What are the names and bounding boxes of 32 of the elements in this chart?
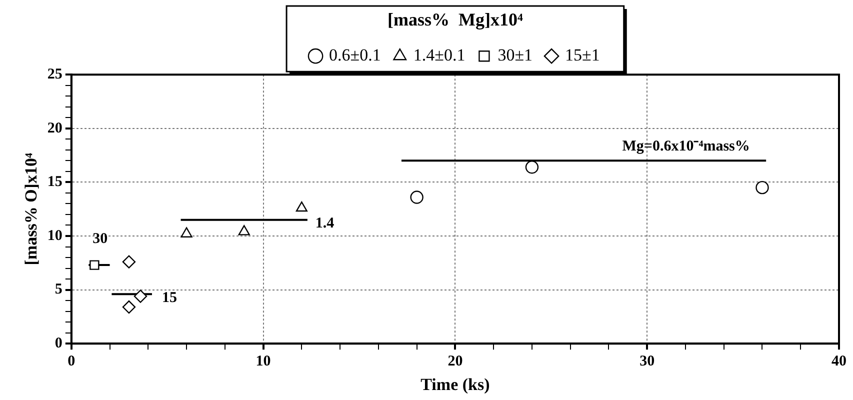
- y-tick-label: 25: [47, 66, 62, 82]
- x-tick-label: 40: [832, 353, 846, 370]
- point: [90, 260, 100, 270]
- x-tick-label: 30: [640, 353, 655, 370]
- y-tick-label: 0: [54, 335, 62, 352]
- legend-label: 1.4±0.1: [413, 46, 466, 65]
- legend-label: 0.6±0.1: [329, 46, 381, 65]
- y-tick-label: 20: [47, 120, 62, 136]
- annotation: 30: [92, 230, 108, 247]
- x-tick-label: 10: [256, 353, 271, 370]
- point: [756, 180, 769, 194]
- point: [122, 255, 136, 268]
- legend-label: 30±1: [498, 46, 533, 65]
- x-axis-title: Time (ks): [420, 375, 490, 394]
- point: [296, 201, 308, 212]
- point: [238, 225, 250, 236]
- legend-title: [mass% Mg]x10⁴: [388, 10, 524, 30]
- annotation: 1.4: [315, 216, 335, 232]
- point: [134, 290, 148, 303]
- point: [122, 300, 136, 314]
- x-tick-label: 20: [448, 353, 463, 370]
- y-axis-title: [mass% O]x10⁴: [22, 152, 41, 266]
- annotation: Mg=0.6x10⁻⁴mass%: [622, 138, 750, 155]
- y-tick-label: 10: [47, 228, 62, 244]
- y-tick-label: 15: [47, 174, 62, 190]
- point: [180, 227, 192, 238]
- annotation: 15: [162, 290, 177, 306]
- point: [525, 160, 539, 174]
- y-tick-label: 5: [54, 282, 62, 298]
- x-tick-label: 0: [68, 353, 76, 370]
- point: [410, 190, 424, 204]
- legend-label: 15±1: [565, 46, 600, 65]
